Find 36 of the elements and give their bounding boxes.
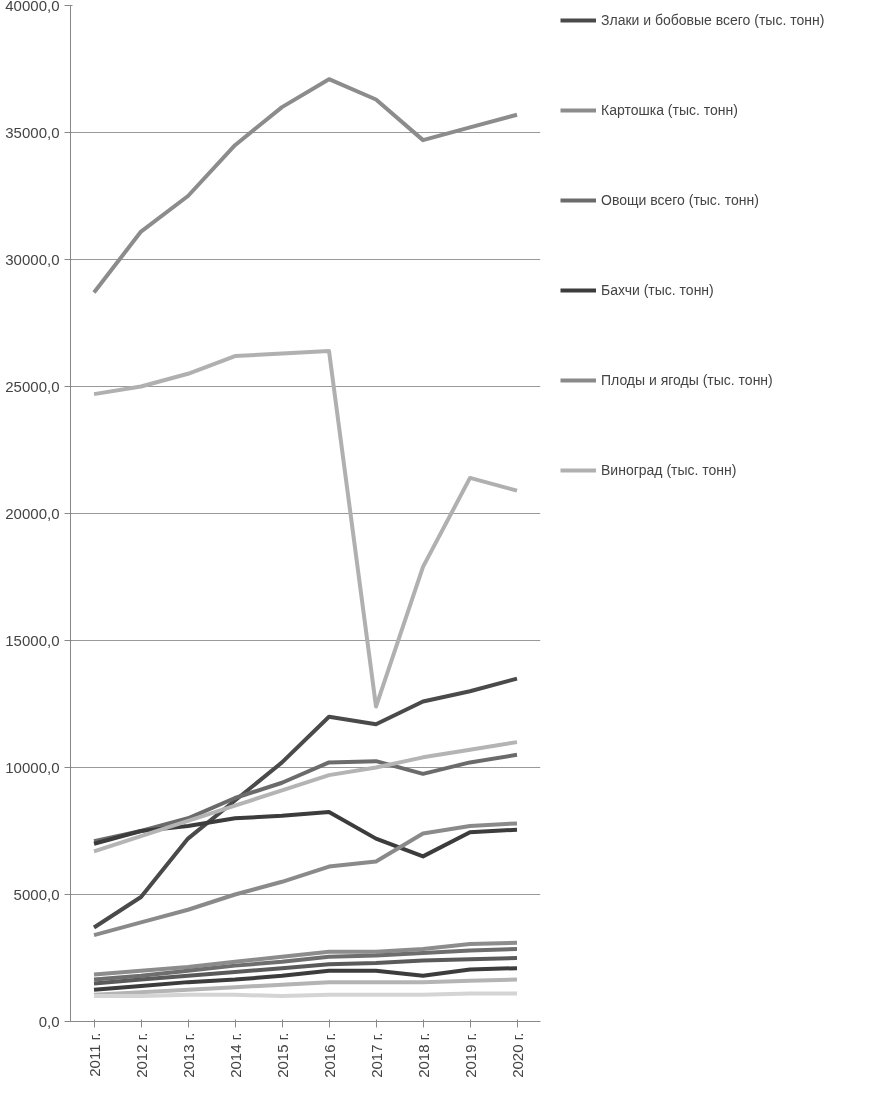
y-tick-label: 35000,0 xyxy=(5,123,60,141)
legend-label: Овощи всего (тыс. тонн) xyxy=(601,192,759,208)
x-tick-label: 2016 г. xyxy=(320,1032,338,1078)
legend-label: Злаки и бобовые всего (тыс. тонн) xyxy=(601,12,825,28)
line-series xyxy=(92,940,519,977)
line-series xyxy=(92,676,519,930)
line-series xyxy=(92,740,519,854)
x-tick-label: 2012 г. xyxy=(132,1032,150,1078)
line-series xyxy=(92,947,519,982)
x-tick-label: 2019 г. xyxy=(461,1032,479,1078)
legend-label: Виноград (тыс. тонн) xyxy=(601,462,737,478)
line-series xyxy=(92,977,519,997)
line-series xyxy=(92,809,519,859)
x-tick-label: 2015 г. xyxy=(273,1032,291,1078)
line-series xyxy=(92,77,519,295)
x-tick-label: 2020 г. xyxy=(508,1032,526,1078)
line-series xyxy=(92,966,519,992)
y-tick-label: 5000,0 xyxy=(13,885,60,903)
x-tick-label: 2011 г. xyxy=(85,1032,103,1077)
x-tick-label: 2014 г. xyxy=(226,1032,244,1078)
y-tick-label: 10000,0 xyxy=(5,758,60,776)
y-tick-label: 0,0 xyxy=(38,1012,60,1030)
y-tick-label: 40000,0 xyxy=(5,0,60,14)
legend-label: Плоды и ягоды (тыс. тонн) xyxy=(601,372,773,388)
line-series xyxy=(92,821,519,938)
x-tick-label: 2018 г. xyxy=(414,1032,432,1078)
y-tick-label: 20000,0 xyxy=(5,504,60,522)
y-tick-label: 15000,0 xyxy=(5,631,60,649)
y-tick-label: 25000,0 xyxy=(5,377,60,395)
x-tick-label: 2017 г. xyxy=(367,1032,385,1078)
legend-label: Бахчи (тыс. тонн) xyxy=(601,282,714,298)
line-series xyxy=(92,956,519,986)
y-tick-label: 30000,0 xyxy=(5,250,60,268)
x-tick-label: 2013 г. xyxy=(179,1032,197,1078)
line-series xyxy=(92,348,519,709)
legend-label: Картошка (тыс. тонн) xyxy=(601,102,738,118)
